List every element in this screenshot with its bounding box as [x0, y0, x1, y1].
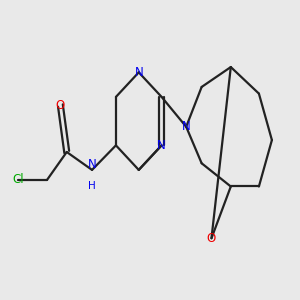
Text: N: N — [182, 120, 190, 133]
Text: N: N — [134, 66, 143, 79]
Text: N: N — [88, 158, 96, 171]
Text: Cl: Cl — [12, 173, 24, 186]
Text: N: N — [157, 139, 166, 152]
Text: H: H — [88, 182, 96, 191]
Text: O: O — [56, 99, 65, 112]
Text: O: O — [207, 232, 216, 245]
